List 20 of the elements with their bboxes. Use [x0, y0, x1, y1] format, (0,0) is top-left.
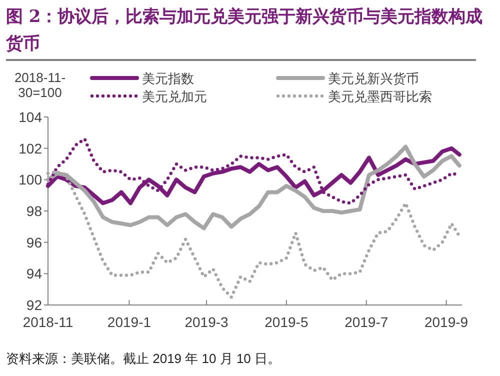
- x-tick-label: 2019-3: [184, 314, 229, 330]
- legend-label: 美元兑加元: [142, 89, 207, 104]
- x-tick-label: 2019-9: [424, 314, 468, 330]
- x-tick-label: 2019-5: [264, 314, 308, 330]
- x-tick-label: 2019-1: [107, 314, 152, 330]
- y-tick-label: 104: [18, 109, 42, 125]
- y-tick-label: 100: [18, 172, 42, 188]
- y-axis-title: 2018-11-30=100: [13, 70, 67, 100]
- y-tick-label: 102: [18, 140, 42, 156]
- y-tick-label: 96: [26, 234, 42, 250]
- x-tick-label: 2019-7: [344, 314, 388, 330]
- y-tick-label: 92: [26, 297, 42, 313]
- y-tick-label: 98: [26, 203, 42, 219]
- legend-label: 美元指数: [142, 71, 194, 86]
- legend-label: 美元兑墨西哥比索: [328, 89, 432, 104]
- chart-title: 图 2：协议后，比索与加元兑美元强于新兴货币与美元指数构成货币: [6, 6, 484, 56]
- text: 资料来源：美联储。截止 2019 年 10 月 10 日。: [6, 350, 281, 368]
- y-tick-label: 94: [26, 266, 42, 282]
- x-tick-label: 2018-11: [22, 314, 74, 330]
- legend-label: 美元兑新兴货币: [328, 71, 419, 86]
